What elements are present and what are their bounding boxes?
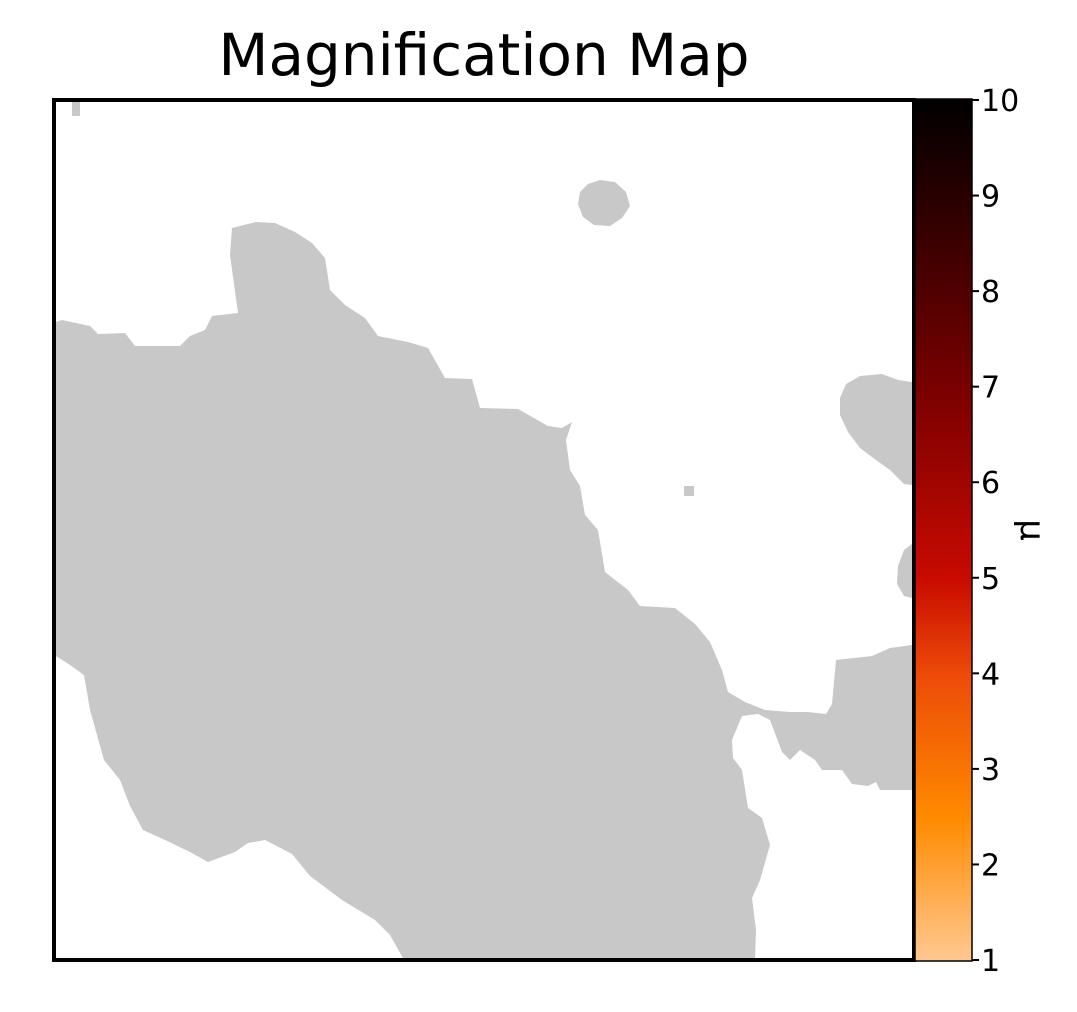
colorbar-label: μ: [1012, 519, 1052, 541]
colorbar-tick-label: 2: [981, 848, 1000, 883]
colorbar-tick-label: 7: [981, 371, 1000, 406]
colorbar-tick-label: 3: [981, 753, 1000, 788]
heatmap-region-dot: [684, 486, 694, 496]
colorbar-frame: [914, 98, 973, 962]
colorbar-tick-label: 8: [981, 275, 1000, 310]
colorbar-tick-label: 6: [981, 466, 1000, 501]
heatmap-region-corner: [72, 102, 80, 116]
colorbar-gradient: [915, 99, 972, 961]
colorbar-tick-label: 5: [981, 562, 1000, 597]
colorbar-tick-label: 1: [981, 944, 1000, 979]
chart-title: Magnification Map: [218, 21, 749, 89]
colorbar-tick-label: 9: [981, 180, 1000, 215]
plot-frame: [52, 98, 916, 962]
colorbar-tick-label: 4: [981, 657, 1000, 692]
heatmap-region-blob-right: [840, 374, 912, 485]
colorbar-tick-label: 10: [981, 84, 1019, 119]
colorbar-ticks: 1 2 3 4 5 6 7 8 9 10: [972, 84, 1019, 979]
heatmap-region-blob-edge: [897, 544, 912, 598]
heatmap-region-blob-top: [578, 180, 630, 226]
heatmap-plot: [52, 98, 916, 962]
heatmap-region-main: [56, 222, 912, 960]
colorbar: 1 2 3 4 5 6 7 8 9 10 μ: [914, 84, 1052, 979]
